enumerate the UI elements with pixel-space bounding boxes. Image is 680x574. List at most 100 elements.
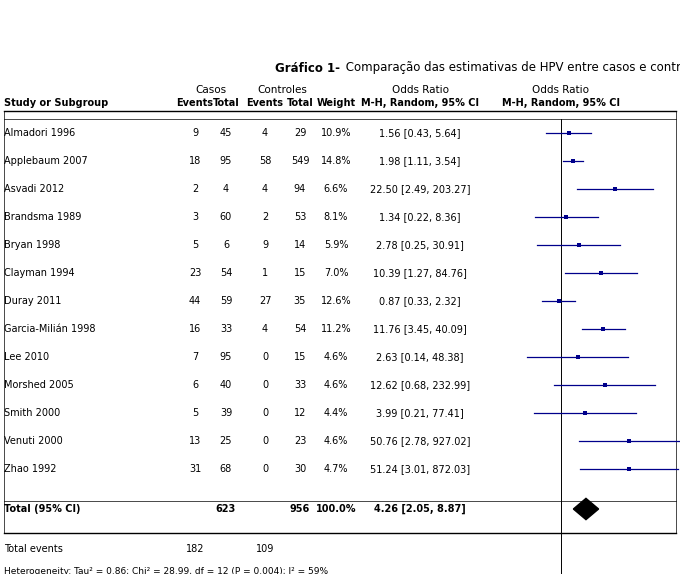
Text: 45: 45: [220, 128, 232, 138]
Text: 30: 30: [294, 464, 306, 474]
Text: Smith 2000: Smith 2000: [4, 408, 61, 418]
Text: 50.76 [2.78, 927.02]: 50.76 [2.78, 927.02]: [370, 436, 471, 446]
Text: 12: 12: [294, 408, 306, 418]
Text: 1.34 [0.22, 8.36]: 1.34 [0.22, 8.36]: [379, 212, 461, 222]
Text: 15: 15: [294, 352, 306, 362]
Text: Applebaum 2007: Applebaum 2007: [4, 156, 88, 166]
Text: 60: 60: [220, 212, 232, 222]
Text: 1.98 [1.11, 3.54]: 1.98 [1.11, 3.54]: [379, 156, 460, 166]
Text: 623: 623: [216, 504, 236, 514]
Text: 6: 6: [192, 380, 198, 390]
Text: 4: 4: [262, 184, 268, 194]
Text: Odds Ratio: Odds Ratio: [532, 85, 590, 95]
Text: 59: 59: [220, 296, 232, 306]
Text: 33: 33: [220, 324, 232, 334]
Text: Comparação das estimativas de HPV entre casos e controles: Comparação das estimativas de HPV entre …: [342, 61, 680, 75]
Text: 40: 40: [220, 380, 232, 390]
Text: 0: 0: [262, 464, 268, 474]
Text: 2: 2: [262, 212, 268, 222]
Text: 100.0%: 100.0%: [316, 504, 356, 514]
Text: Venuti 2000: Venuti 2000: [4, 436, 63, 446]
Text: 1.56 [0.43, 5.64]: 1.56 [0.43, 5.64]: [379, 128, 461, 138]
Text: 6: 6: [223, 240, 229, 250]
Text: 0.87 [0.33, 2.32]: 0.87 [0.33, 2.32]: [379, 296, 461, 306]
Text: 3.99 [0.21, 77.41]: 3.99 [0.21, 77.41]: [376, 408, 464, 418]
Text: 9: 9: [192, 128, 198, 138]
Text: 23: 23: [294, 436, 306, 446]
Text: Bryan 1998: Bryan 1998: [4, 240, 61, 250]
Text: 6.6%: 6.6%: [324, 184, 348, 194]
Text: 8.1%: 8.1%: [324, 212, 348, 222]
Text: 4.4%: 4.4%: [324, 408, 348, 418]
Text: 68: 68: [220, 464, 232, 474]
Text: 95: 95: [220, 352, 232, 362]
Text: 109: 109: [256, 544, 274, 554]
Text: 54: 54: [294, 324, 306, 334]
Text: 39: 39: [220, 408, 232, 418]
Text: 2.78 [0.25, 30.91]: 2.78 [0.25, 30.91]: [376, 240, 464, 250]
Text: Almadori 1996: Almadori 1996: [4, 128, 75, 138]
Text: 10.39 [1.27, 84.76]: 10.39 [1.27, 84.76]: [373, 268, 467, 278]
Bar: [4, 111, 676, 533]
Text: 16: 16: [189, 324, 201, 334]
Text: 27: 27: [259, 296, 271, 306]
Text: Asvadi 2012: Asvadi 2012: [4, 184, 64, 194]
Text: 94: 94: [294, 184, 306, 194]
Text: 33: 33: [294, 380, 306, 390]
Text: 53: 53: [294, 212, 306, 222]
Text: 4.7%: 4.7%: [324, 464, 348, 474]
Text: Events: Events: [246, 98, 284, 108]
Text: 4.26 [2.05, 8.87]: 4.26 [2.05, 8.87]: [374, 504, 466, 514]
Text: 51.24 [3.01, 872.03]: 51.24 [3.01, 872.03]: [370, 464, 470, 474]
Text: 5.9%: 5.9%: [324, 240, 348, 250]
Text: 4.6%: 4.6%: [324, 380, 348, 390]
Text: 35: 35: [294, 296, 306, 306]
Text: 9: 9: [262, 240, 268, 250]
Text: 2: 2: [192, 184, 198, 194]
Text: 25: 25: [220, 436, 233, 446]
Text: 4: 4: [262, 324, 268, 334]
Text: Heterogeneity: Tau² = 0.86; Chi² = 28.99, df = 12 (P = 0.004); I² = 59%: Heterogeneity: Tau² = 0.86; Chi² = 28.99…: [4, 567, 328, 574]
Text: Total: Total: [213, 98, 239, 108]
Text: 22.50 [2.49, 203.27]: 22.50 [2.49, 203.27]: [370, 184, 471, 194]
Text: 13: 13: [189, 436, 201, 446]
Text: 0: 0: [262, 380, 268, 390]
Text: 0: 0: [262, 352, 268, 362]
Text: Brandsma 1989: Brandsma 1989: [4, 212, 82, 222]
Text: 0: 0: [262, 436, 268, 446]
Text: 58: 58: [259, 156, 271, 166]
Text: 7.0%: 7.0%: [324, 268, 348, 278]
Text: 956: 956: [290, 504, 310, 514]
Text: 29: 29: [294, 128, 306, 138]
Text: Total: Total: [287, 98, 313, 108]
Text: Events: Events: [177, 98, 214, 108]
Text: Duray 2011: Duray 2011: [4, 296, 61, 306]
Text: Gráfico 1-: Gráfico 1-: [275, 61, 340, 75]
Text: Total events: Total events: [4, 544, 63, 554]
Text: 11.2%: 11.2%: [321, 324, 352, 334]
Text: Controles: Controles: [258, 85, 307, 95]
Text: 182: 182: [186, 544, 204, 554]
Text: 44: 44: [189, 296, 201, 306]
Text: 10.9%: 10.9%: [321, 128, 352, 138]
Text: 2.63 [0.14, 48.38]: 2.63 [0.14, 48.38]: [376, 352, 464, 362]
Text: 4.6%: 4.6%: [324, 352, 348, 362]
Text: 4: 4: [223, 184, 229, 194]
Text: 3: 3: [192, 212, 198, 222]
Text: 5: 5: [192, 240, 198, 250]
Text: 95: 95: [220, 156, 232, 166]
Text: 0: 0: [262, 408, 268, 418]
Text: Clayman 1994: Clayman 1994: [4, 268, 75, 278]
Text: 15: 15: [294, 268, 306, 278]
Text: Total (95% CI): Total (95% CI): [4, 504, 80, 514]
Text: 12.62 [0.68, 232.99]: 12.62 [0.68, 232.99]: [370, 380, 470, 390]
Text: Odds Ratio: Odds Ratio: [392, 85, 449, 95]
Text: Weight: Weight: [316, 98, 356, 108]
Text: 1: 1: [262, 268, 268, 278]
Text: 18: 18: [189, 156, 201, 166]
Text: 14.8%: 14.8%: [321, 156, 352, 166]
Text: M-H, Random, 95% CI: M-H, Random, 95% CI: [502, 98, 620, 108]
Text: 23: 23: [189, 268, 201, 278]
Text: Morshed 2005: Morshed 2005: [4, 380, 73, 390]
Text: 5: 5: [192, 408, 198, 418]
